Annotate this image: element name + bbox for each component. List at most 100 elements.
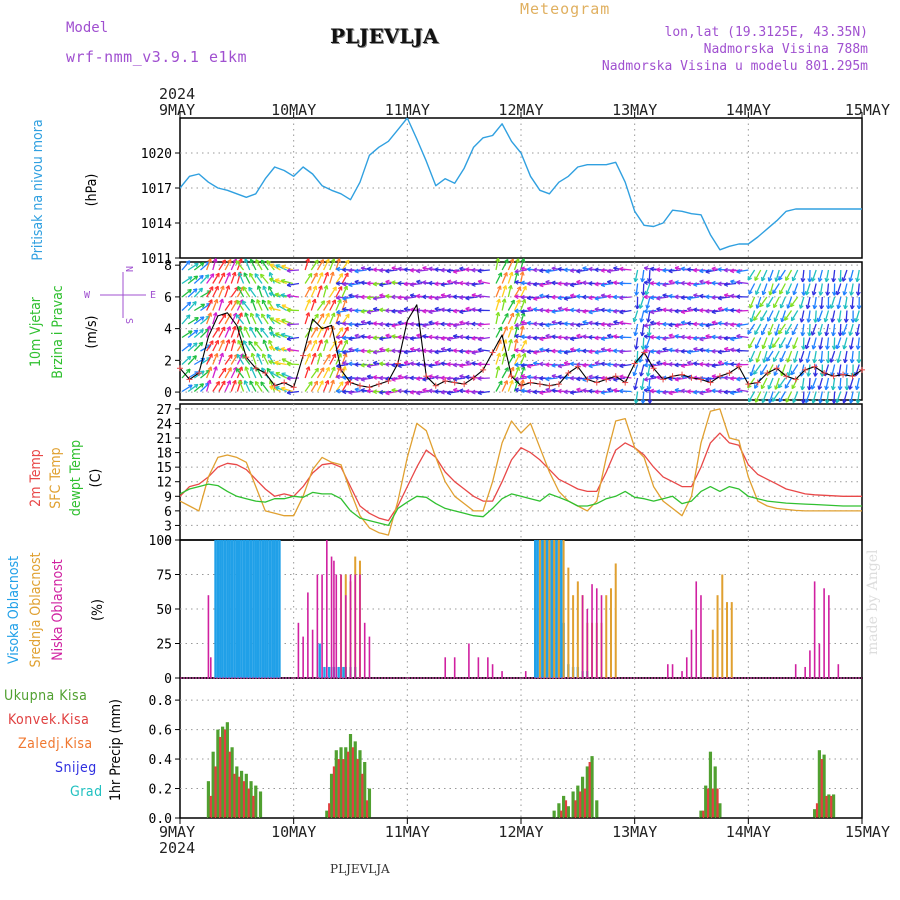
wind-arrow-head [391, 348, 396, 352]
wind-arrow [249, 326, 257, 338]
precip-bar [827, 794, 831, 818]
precip-bar [339, 747, 343, 818]
wind-arrow-head [588, 266, 593, 270]
wind-arrow-head [385, 268, 390, 272]
wind-arrow-head [594, 306, 599, 310]
wind-arrow-head [668, 361, 673, 365]
wind-arrow [453, 323, 466, 327]
wind-arrow [564, 350, 577, 354]
wind-arrow-head [557, 320, 562, 324]
wind-arrow-head [221, 298, 224, 304]
wind-arrow [255, 313, 263, 325]
wind-arrow-head [348, 307, 353, 311]
wind-arrow-head [774, 331, 777, 336]
wind-arrow-head [446, 361, 451, 365]
wind-arrow [813, 350, 817, 363]
wind-arrow-head [761, 290, 764, 295]
wind-arrow [495, 272, 503, 284]
wind-arrow-head [723, 335, 728, 340]
wind-arrow-head [792, 344, 794, 349]
wind-arrow [310, 313, 319, 325]
wind-arrow [501, 285, 507, 298]
wind-arrow-head [372, 374, 378, 378]
ytick-label-wind: 8 [164, 259, 172, 274]
wind-arrow-head [619, 349, 624, 353]
wind-arrow [826, 337, 830, 350]
wind-arrow [440, 282, 453, 286]
wind-arrow [181, 288, 192, 298]
wind-arrow [269, 278, 281, 285]
wind-arrow [594, 282, 607, 285]
wind-arrow-head [717, 389, 722, 393]
wind-arrow [212, 272, 220, 284]
wind-arrow-head [391, 376, 396, 381]
wind-arrow [181, 330, 193, 339]
cloud-bar [228, 540, 231, 678]
wind-arrow [495, 366, 500, 379]
wind-arrow-head [422, 294, 427, 298]
wind-arrow [440, 390, 453, 394]
wind-arrow [748, 337, 756, 349]
wind-arrow [674, 309, 687, 313]
wind-arrow-head [249, 326, 254, 330]
wind-arrow-head [829, 304, 832, 309]
wind-arrow-head [723, 307, 729, 311]
wind-arrow-head [372, 321, 378, 324]
wind-arrow-head [539, 268, 544, 272]
wind-arrow [808, 377, 811, 391]
wind-arrow-head [613, 266, 618, 269]
wind-arrow-head [477, 376, 482, 380]
cloud-bar [538, 540, 541, 678]
wind-arrow [206, 258, 212, 271]
wind-arrow-head [818, 345, 821, 350]
wind-arrow-head [582, 266, 587, 269]
wind-arrow-head [440, 335, 445, 340]
cloud-bar [726, 602, 729, 678]
wind-arrow [397, 296, 410, 299]
wind-arrow-head [269, 345, 274, 348]
wind-arrow [582, 309, 595, 313]
wind-arrow [471, 282, 484, 286]
wind-arrow [250, 258, 257, 271]
wind-arrow [736, 377, 749, 381]
wind-arrow [851, 350, 854, 364]
wind-arrow-head [569, 321, 574, 326]
wind-arrow [807, 310, 811, 323]
wind-arrow-head [416, 293, 421, 297]
wind-arrow [304, 299, 311, 311]
precip-bar [699, 810, 703, 818]
wind-arrow [551, 363, 564, 367]
wind-arrow-head [201, 383, 205, 388]
wind-arrow [304, 340, 312, 352]
cloud-bar [591, 584, 593, 678]
wind-arrow-head [428, 374, 433, 377]
precip-bar [249, 781, 253, 818]
cloud-bar [721, 574, 724, 678]
wind-arrow-head [600, 321, 605, 325]
precip-bar [367, 788, 372, 818]
wind-arrow-head [831, 345, 835, 350]
wind-arrow [251, 352, 257, 365]
wind-arrow [768, 391, 774, 404]
wind-arrow [262, 353, 269, 365]
wind-arrow-head [557, 374, 562, 378]
wind-arrow-head [674, 322, 679, 327]
wind-arrow-head [730, 361, 735, 365]
wind-arrow-head [372, 335, 377, 339]
wind-arrow [514, 323, 527, 327]
wind-arrow-head [520, 334, 525, 338]
wind-arrow [256, 353, 263, 365]
cloud-bar [614, 563, 617, 678]
wind-arrow-head [385, 347, 390, 351]
wind-arrow [206, 340, 214, 352]
wind-arrow [230, 380, 237, 392]
wind-arrow-head [545, 333, 550, 337]
wind-arrow-head [848, 385, 851, 390]
wind-arrow [465, 296, 478, 300]
wind-arrow-head [379, 336, 384, 340]
ytick-label-wind: 0 [164, 386, 172, 401]
wind-arrow [187, 383, 199, 393]
wind-arrow-head [693, 293, 698, 296]
wind-arrow-head [260, 327, 265, 331]
wind-arrow-head [723, 389, 728, 393]
